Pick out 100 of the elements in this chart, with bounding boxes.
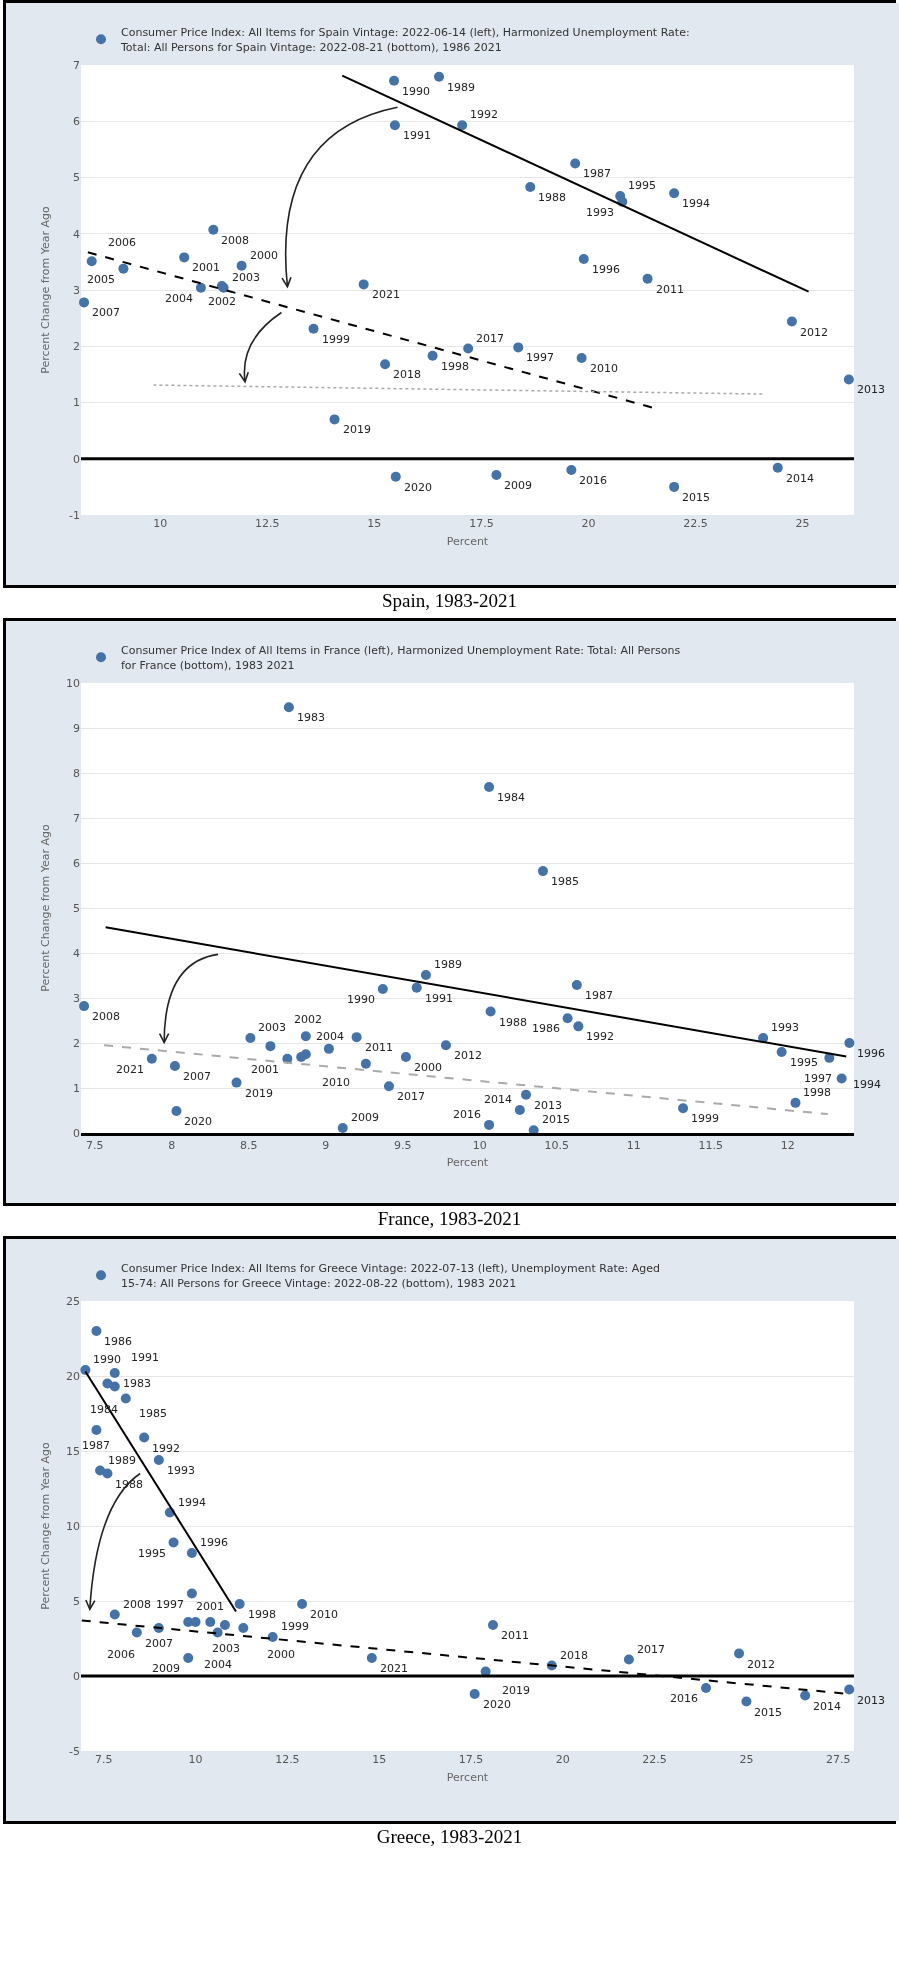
point <box>678 1103 689 1114</box>
annotation: 1998 <box>248 1608 276 1621</box>
annotation: 2009 <box>504 479 532 492</box>
point <box>205 1617 216 1627</box>
annotation: 2017 <box>397 1090 425 1103</box>
annotation: 1996 <box>857 1047 885 1060</box>
point <box>265 1041 276 1052</box>
y-tick-label: 5 <box>73 901 80 915</box>
point <box>183 1653 194 1663</box>
point <box>734 1648 745 1659</box>
annotation: 2016 <box>453 1108 481 1121</box>
point <box>300 1049 311 1060</box>
annotation: 2007 <box>183 1070 211 1083</box>
x-tick-label: 22.5 <box>683 517 708 530</box>
annotation: 2012 <box>454 1049 482 1062</box>
annotation: 1996 <box>592 263 620 276</box>
point <box>380 359 391 370</box>
point <box>772 462 783 473</box>
annotation: 1984 <box>497 791 525 804</box>
annotation: 2012 <box>800 326 828 339</box>
point <box>95 1465 106 1476</box>
y-tick-label: -5 <box>69 1744 80 1758</box>
point <box>390 471 401 482</box>
annotation: 2019 <box>245 1087 273 1100</box>
annotation: 1989 <box>434 958 462 971</box>
point <box>153 1455 164 1465</box>
point <box>195 282 206 293</box>
annotation: 1990 <box>347 993 375 1006</box>
annotation: 2014 <box>786 472 814 485</box>
legend-label: Consumer Price Index of All Items in France (left), Harmonized Unemployment Rate: Total: All Persons for France (bottom), 1983 2021 <box>121 644 681 672</box>
annotation: 1990 <box>402 85 430 98</box>
point <box>267 1632 278 1642</box>
x-tick-label: 12.5 <box>255 517 280 530</box>
point <box>484 1119 495 1130</box>
point <box>120 1393 131 1404</box>
point <box>427 350 438 361</box>
legend-label: Consumer Price Index: All Items for Greece Vintage: 2022-07-13 (left), Unemployment Rate: Aged 15-74: All Persons for Greece Vintage: 2022-08-22 (bottom), 1983 2021 <box>121 1262 660 1290</box>
annotation: 1993 <box>771 1021 799 1034</box>
point <box>514 1105 525 1116</box>
y-tick-label: 8 <box>73 766 80 780</box>
point <box>420 970 431 981</box>
annotation: 2017 <box>637 1643 665 1656</box>
annotation: 1997 <box>526 351 554 364</box>
annotation: 2009 <box>152 1662 180 1675</box>
y-tick-label: 4 <box>73 227 80 241</box>
annotation: 2011 <box>501 1629 529 1642</box>
point <box>79 297 89 308</box>
point <box>573 1021 584 1032</box>
y-tick-label: 5 <box>73 1594 80 1608</box>
y-tick-label: 2 <box>73 340 80 354</box>
annotation: 2018 <box>393 368 421 381</box>
annotation: 1989 <box>447 81 475 94</box>
point <box>566 465 577 475</box>
y-axis-title: Percent Change from Year Ago <box>39 1441 52 1610</box>
x-tick-label: 12 <box>780 1139 795 1153</box>
y-tick-label: 6 <box>73 115 80 129</box>
point <box>358 279 369 290</box>
annotation: 2014 <box>813 1700 841 1713</box>
point <box>245 1033 256 1044</box>
x-tick-label: 12.5 <box>275 1753 300 1766</box>
y-axis-title: Percent Change from Year Ago <box>39 205 52 374</box>
point <box>383 1081 394 1092</box>
annotation: 2021 <box>380 1662 408 1675</box>
point <box>537 866 548 877</box>
y-tick-label: 10 <box>66 676 80 690</box>
annotation: 2018 <box>560 1649 588 1662</box>
annotation: 1998 <box>441 360 469 373</box>
annotation: 2003 <box>258 1021 286 1034</box>
annotation: 2006 <box>107 1648 135 1661</box>
annotation: 2001 <box>192 261 220 274</box>
point <box>521 1089 532 1100</box>
point <box>786 316 797 327</box>
point <box>463 343 474 354</box>
x-tick-label: 25 <box>739 1753 754 1766</box>
annotation: 2013 <box>857 1694 885 1707</box>
point <box>219 1620 230 1630</box>
annotation: 2013 <box>534 1099 562 1112</box>
point <box>208 224 219 235</box>
annotation: 1995 <box>790 1056 818 1069</box>
annotation: 2014 <box>484 1093 512 1106</box>
x-tick-label: 15 <box>372 1753 387 1766</box>
point <box>776 1047 787 1057</box>
y-tick-label: 6 <box>73 856 80 870</box>
annotation: 2004 <box>316 1030 344 1043</box>
point <box>484 781 495 792</box>
point <box>86 256 97 267</box>
text: Spain, 1983-2021 <box>380 589 519 613</box>
point <box>79 1001 90 1012</box>
x-tick-label: 17.5 <box>469 517 494 530</box>
y-tick-label: 1 <box>73 396 80 410</box>
y-tick-label: 5 <box>73 171 80 185</box>
annotation: 1995 <box>138 1547 166 1560</box>
x-tick-label: 22.5 <box>642 1753 667 1766</box>
point <box>351 1032 362 1043</box>
x-tick-label: 8.5 <box>240 1139 258 1153</box>
point <box>642 273 653 284</box>
point <box>790 1097 801 1108</box>
y-axis-title: Percent Change from Year Ago <box>39 823 52 992</box>
annotation: 2020 <box>184 1115 212 1128</box>
annotation: 2002 <box>208 295 236 308</box>
